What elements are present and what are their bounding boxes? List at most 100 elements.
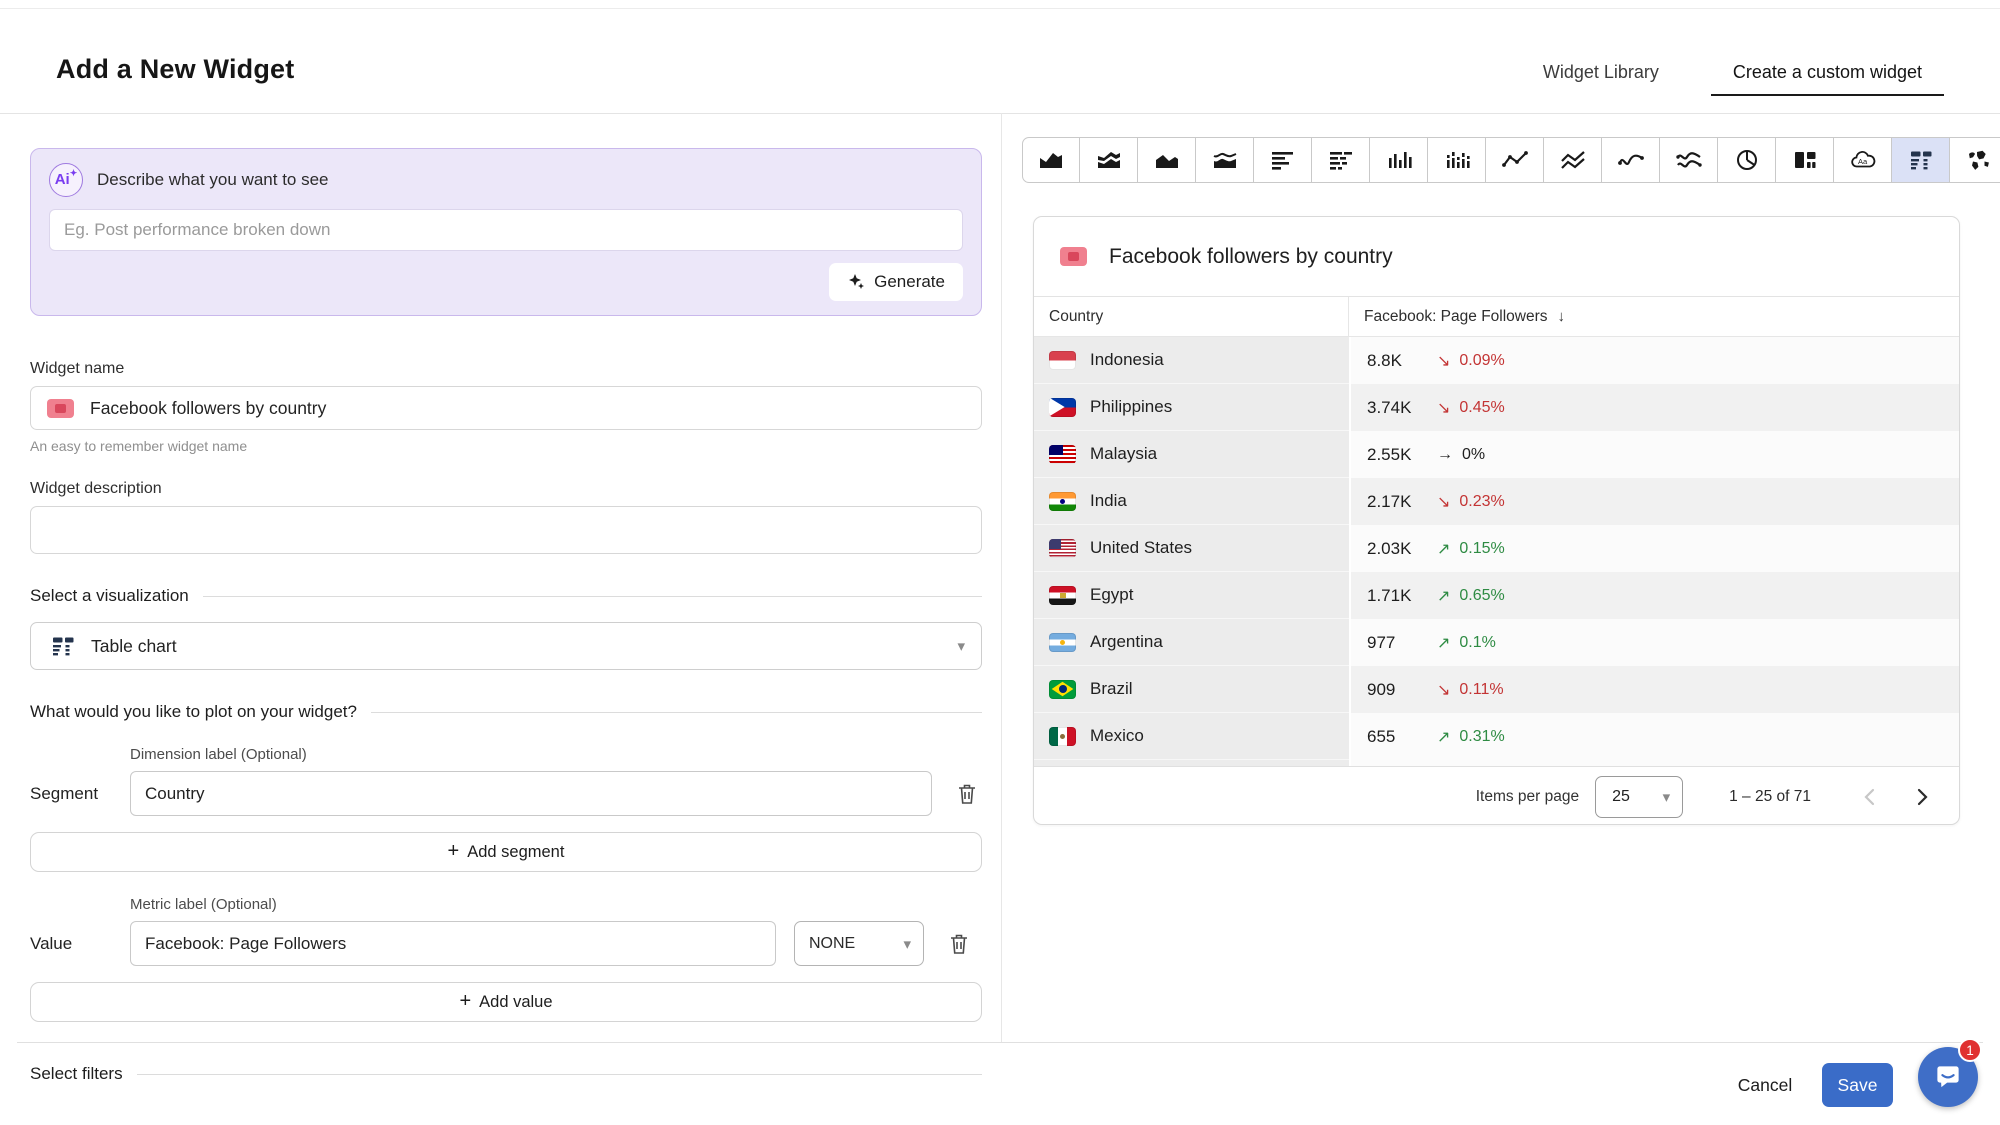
column-header-country[interactable]: Country: [1034, 297, 1349, 336]
tab-create-custom-widget[interactable]: Create a custom widget: [1710, 50, 1944, 96]
widget-preview-card: Facebook followers by country Country Fa…: [1033, 216, 1960, 825]
number-blocks-icon: [1794, 152, 1815, 168]
chart-type-multi-line-chart[interactable]: [1544, 137, 1602, 183]
country-name: Brazil: [1090, 679, 1133, 698]
metric-cell: 8.8K ↘ 0.09%: [1349, 337, 1959, 384]
chevron-down-icon: ▾: [903, 935, 911, 953]
metric-cell: 977 ↗ 0.1%: [1349, 619, 1959, 666]
chart-type-wave-area-chart[interactable]: [1196, 137, 1254, 183]
chart-type-stacked-column-chart[interactable]: [1428, 137, 1486, 183]
widget-description-input[interactable]: [30, 506, 982, 554]
chevron-right-icon: [1917, 788, 1928, 805]
flag-brazil-icon: [1049, 679, 1076, 699]
pie-chart-icon: [1736, 150, 1757, 170]
trend-change: 0.23%: [1459, 492, 1505, 510]
trend-up-icon: ↗: [1437, 634, 1451, 652]
trend-change: 0.65%: [1459, 586, 1505, 604]
table-row: Mexico 655 ↗ 0.31%: [1034, 713, 1959, 760]
chart-type-horizontal-bar-chart[interactable]: [1254, 137, 1312, 183]
metric-cell: 3.74K ↘ 0.45%: [1349, 384, 1959, 431]
country-name: Malaysia: [1090, 444, 1158, 463]
plot-section-header: What would you like to plot on your widg…: [30, 702, 982, 722]
trend-down-icon: ↘: [1437, 399, 1451, 417]
footer-divider: [17, 1042, 1983, 1043]
widget-form-panel: Ai✦ Describe what you want to see Genera…: [30, 148, 982, 1084]
partial-row: [1034, 760, 1959, 766]
chart-type-stacked-area-chart[interactable]: [1080, 137, 1138, 183]
follower-count: 2.03K: [1367, 538, 1412, 558]
segment-input[interactable]: Country: [130, 771, 932, 816]
ai-prompt-input[interactable]: [49, 209, 963, 251]
column-header-metric[interactable]: Facebook: Page Followers ↓: [1364, 307, 1566, 326]
add-value-button[interactable]: + Add value: [30, 982, 982, 1022]
chat-unread-badge: 1: [1958, 1038, 1982, 1062]
country-name: India: [1090, 491, 1127, 510]
chart-type-number-blocks[interactable]: [1776, 137, 1834, 183]
value-input[interactable]: Facebook: Page Followers: [130, 921, 776, 966]
trend-change: 0.09%: [1459, 351, 1505, 369]
chevron-down-icon: ▾: [1662, 788, 1671, 806]
country-name: Egypt: [1090, 585, 1134, 604]
chevron-down-icon: ▾: [957, 638, 965, 655]
trend-change: 0.11%: [1459, 680, 1504, 698]
panel-divider: [1001, 113, 1002, 1042]
country-cell: Philippines: [1034, 384, 1349, 431]
chart-type-curve-chart[interactable]: [1602, 137, 1660, 183]
page-title: Add a New Widget: [56, 54, 295, 84]
multi-line-chart-icon: [1560, 151, 1585, 169]
trend-down-icon: ↘: [1437, 493, 1451, 511]
delete-segment-button[interactable]: [952, 779, 982, 809]
chart-type-word-cloud[interactable]: Aa: [1834, 137, 1892, 183]
trend-change: 0.31%: [1459, 727, 1505, 745]
table-row: United States 2.03K ↗ 0.15%: [1034, 525, 1959, 572]
country-name: Philippines: [1090, 397, 1173, 416]
chart-type-column-chart[interactable]: [1370, 137, 1428, 183]
cancel-button[interactable]: Cancel: [1722, 1063, 1808, 1107]
chart-type-world-map[interactable]: [1950, 137, 2000, 183]
previous-page-button[interactable]: [1859, 786, 1881, 808]
chevron-left-icon: [1864, 788, 1875, 805]
follower-count: 909: [1367, 679, 1396, 699]
table-row: Egypt 1.71K ↗ 0.65%: [1034, 572, 1959, 619]
add-segment-button[interactable]: + Add segment: [30, 832, 982, 872]
segment-row-label: Segment: [30, 783, 99, 803]
value-row-label: Value: [30, 933, 73, 953]
generate-button[interactable]: Generate: [829, 263, 963, 301]
wave-area-chart-icon: [1213, 152, 1236, 168]
chart-type-table-chart[interactable]: [1892, 137, 1950, 183]
chart-type-area-chart[interactable]: [1022, 137, 1080, 183]
metric-cell: 909 ↘ 0.11%: [1349, 666, 1959, 713]
items-per-page-select[interactable]: 25 ▾: [1595, 775, 1684, 818]
trend-change: 0.1%: [1459, 633, 1496, 651]
table-row: India 2.17K ↘ 0.23%: [1034, 478, 1959, 525]
column-chart-icon: [1388, 152, 1412, 168]
horizontal-bar-chart-icon: [1271, 152, 1293, 170]
stacked-horizontal-bar-chart-icon: [1329, 152, 1352, 170]
chart-type-pie-chart[interactable]: [1718, 137, 1776, 183]
country-cell: India: [1034, 478, 1349, 525]
trend-change: 0.45%: [1459, 398, 1505, 416]
ai-describe-box: Ai✦ Describe what you want to see Genera…: [30, 148, 982, 316]
country-cell: Brazil: [1034, 666, 1349, 713]
trend-up-icon: ↗: [1437, 587, 1451, 605]
chart-type-stacked-horizontal-bar-chart[interactable]: [1312, 137, 1370, 183]
table-chart-icon: [1910, 151, 1931, 170]
follower-count: 1.71K: [1367, 585, 1412, 605]
save-button[interactable]: Save: [1822, 1063, 1893, 1107]
chart-type-filled-area-chart[interactable]: [1138, 137, 1196, 183]
visualization-section-header: Select a visualization: [30, 586, 982, 606]
delete-value-button[interactable]: [944, 929, 974, 959]
chat-launcher-button[interactable]: [1918, 1047, 1978, 1107]
table-header-row: Country Facebook: Page Followers ↓: [1034, 297, 1959, 337]
table-row: Argentina 977 ↗ 0.1%: [1034, 619, 1959, 666]
chart-type-line-chart[interactable]: [1486, 137, 1544, 183]
next-page-button[interactable]: [1911, 786, 1933, 808]
stacked-column-chart-icon: [1446, 152, 1470, 168]
widget-name-input[interactable]: Facebook followers by country: [30, 386, 982, 430]
aggregation-select[interactable]: NONE ▾: [794, 921, 924, 966]
follower-count: 2.55K: [1367, 444, 1412, 464]
visualization-select[interactable]: Table chart ▾: [30, 622, 982, 670]
tab-widget-library[interactable]: Widget Library: [1542, 62, 1659, 82]
widget-name-label: Widget name: [30, 360, 125, 377]
chart-type-multi-curve-chart[interactable]: [1660, 137, 1718, 183]
